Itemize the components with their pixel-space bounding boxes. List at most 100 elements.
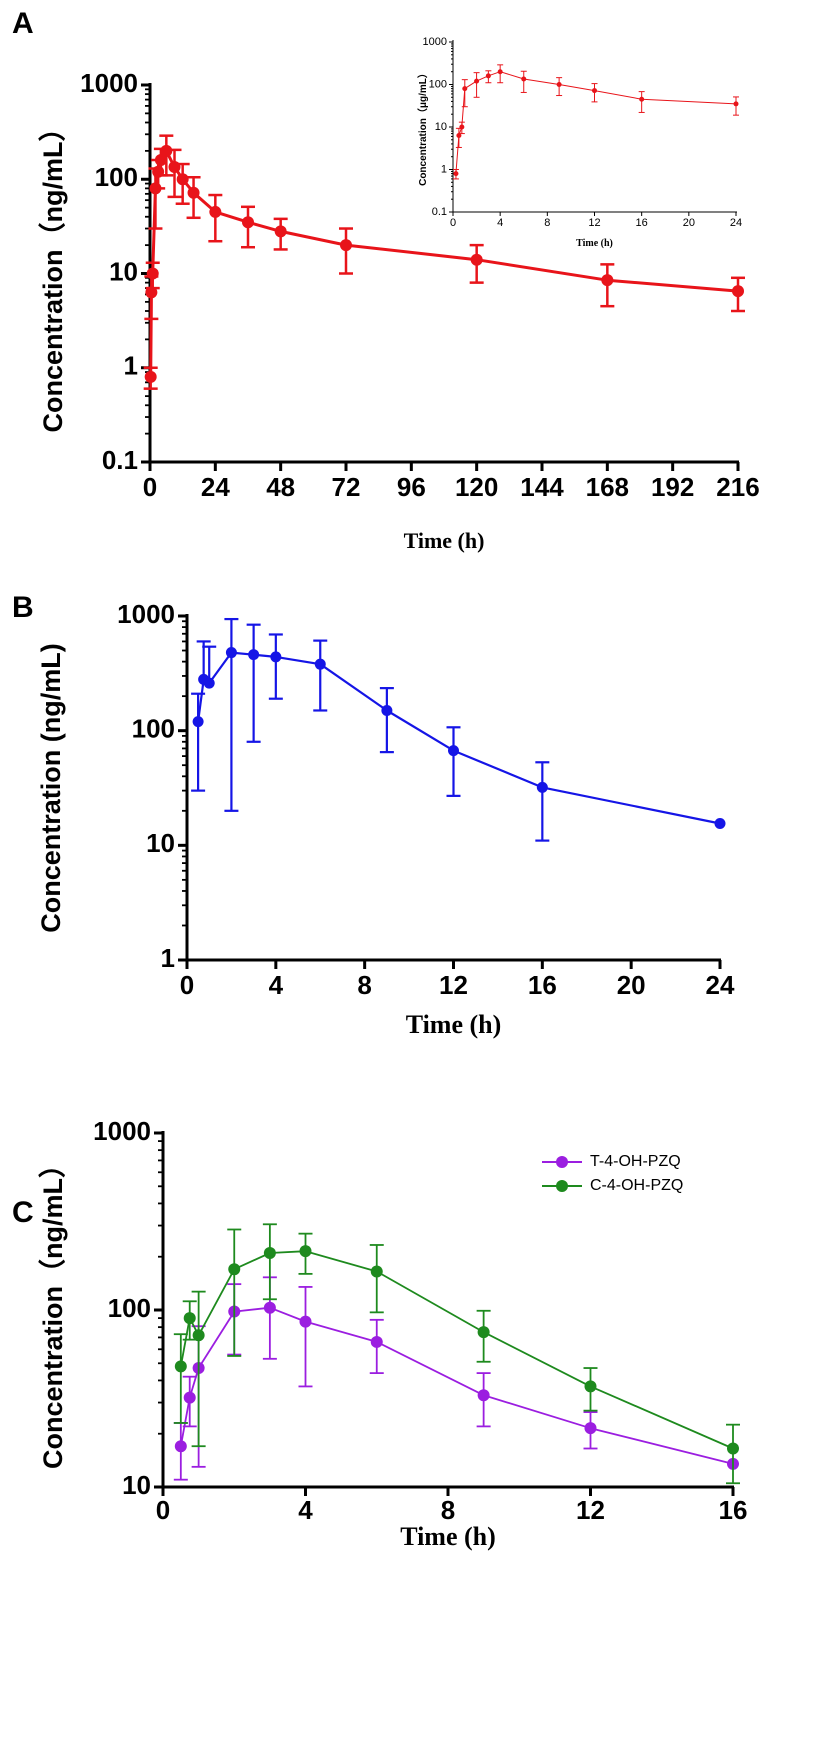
x-tick-label: 16 bbox=[719, 1495, 748, 1525]
data-point bbox=[536, 781, 548, 793]
series-line bbox=[149, 149, 739, 377]
series-line bbox=[179, 1306, 734, 1465]
data-point bbox=[146, 267, 159, 280]
data-point bbox=[470, 253, 483, 266]
x-tick-label: 20 bbox=[683, 217, 695, 229]
series-1 bbox=[191, 617, 726, 842]
data-point bbox=[299, 1315, 312, 1328]
data-point bbox=[453, 171, 459, 177]
x-tick-label: 24 bbox=[706, 970, 735, 1000]
data-point bbox=[714, 818, 726, 830]
legend-label: T-4-OH-PZQ bbox=[590, 1153, 681, 1170]
legend-label: C-4-OH-PZQ bbox=[590, 1177, 683, 1194]
data-point bbox=[584, 1380, 597, 1393]
data-point bbox=[242, 216, 254, 229]
x-tick-label: 216 bbox=[716, 472, 759, 502]
panel-label-a: A bbox=[12, 7, 34, 40]
x-tick-label: 96 bbox=[397, 472, 426, 502]
y-tick-label: 100 bbox=[108, 1293, 151, 1323]
data-point bbox=[263, 1301, 276, 1314]
data-point bbox=[592, 88, 597, 94]
data-point bbox=[462, 86, 468, 92]
chart-panel-b: 1 10 100 1000 0 4 8 12 16 20 24 Concentration (ng/m… bbox=[36, 599, 735, 1039]
data-point bbox=[270, 651, 282, 663]
data-point bbox=[187, 186, 200, 199]
x-tick-label: 12 bbox=[588, 217, 600, 229]
data-point bbox=[474, 78, 480, 84]
data-point bbox=[485, 73, 491, 79]
x-tick-label: 4 bbox=[298, 1495, 313, 1525]
y-tick-label: 1 bbox=[161, 943, 175, 973]
data-point bbox=[176, 173, 189, 186]
y-tick-label: 1000 bbox=[93, 1116, 151, 1146]
data-point bbox=[733, 101, 739, 107]
data-point bbox=[248, 649, 260, 661]
x-tick-label: 8 bbox=[441, 1495, 455, 1525]
data-point bbox=[639, 96, 645, 102]
y-tick-label: 0.1 bbox=[432, 206, 447, 218]
data-point bbox=[183, 1391, 196, 1404]
x-tick-label: 16 bbox=[636, 217, 648, 229]
x-tick-label: 8 bbox=[357, 970, 371, 1000]
legend-marker bbox=[556, 1180, 568, 1192]
x-tick-label: 0 bbox=[143, 472, 157, 502]
x-tick-label: 24 bbox=[201, 472, 230, 502]
data-point bbox=[192, 716, 204, 728]
x-tick-label: 0 bbox=[156, 1495, 170, 1525]
data-point bbox=[144, 370, 157, 383]
data-point bbox=[228, 1263, 241, 1276]
data-point bbox=[732, 285, 744, 298]
x-tick-label: 144 bbox=[520, 472, 564, 502]
x-tick-label: 16 bbox=[528, 970, 557, 1000]
data-point bbox=[192, 1329, 205, 1342]
x-axis-label: Time (h) bbox=[400, 1522, 496, 1551]
y-tick-label: 10 bbox=[435, 121, 447, 133]
data-point bbox=[370, 1335, 383, 1348]
data-point bbox=[497, 69, 503, 75]
data-point bbox=[370, 1265, 383, 1278]
y-tick-label: 1000 bbox=[117, 599, 175, 629]
x-tick-label: 8 bbox=[544, 217, 550, 229]
data-point bbox=[225, 647, 237, 659]
y-tick-label: 1000 bbox=[80, 68, 138, 98]
data-point bbox=[154, 154, 167, 167]
data-point bbox=[459, 124, 465, 130]
data-point bbox=[152, 165, 165, 178]
x-tick-label: 48 bbox=[266, 472, 295, 502]
data-point bbox=[521, 76, 527, 82]
x-tick-label: 12 bbox=[576, 1495, 605, 1525]
x-tick-label: 120 bbox=[455, 472, 498, 502]
y-axis-label: Concentration（ng/mL） bbox=[38, 1151, 68, 1469]
x-tick-label: 20 bbox=[617, 970, 646, 1000]
x-tick-label: 72 bbox=[332, 472, 361, 502]
series-2 bbox=[173, 1223, 740, 1485]
data-point bbox=[584, 1422, 597, 1435]
x-axis-label: Time (h) bbox=[404, 528, 485, 553]
series-1 bbox=[143, 134, 745, 390]
x-tick-label: 4 bbox=[269, 970, 284, 1000]
x-tick-label: 168 bbox=[586, 472, 629, 502]
y-axis-label: Concentration (ng/mL) bbox=[36, 643, 66, 932]
data-point bbox=[601, 274, 614, 287]
data-point bbox=[149, 182, 162, 195]
y-axis-label: Concentration（μg/mL） bbox=[416, 68, 429, 186]
data-point bbox=[174, 1360, 187, 1373]
data-point bbox=[477, 1389, 490, 1402]
data-point bbox=[727, 1442, 739, 1455]
legend-marker bbox=[556, 1156, 568, 1168]
x-axis-label: Time (h) bbox=[576, 238, 613, 249]
data-point bbox=[209, 205, 222, 218]
y-tick-label: 0.1 bbox=[102, 445, 138, 475]
data-point bbox=[381, 704, 393, 716]
panel-label-b: B bbox=[12, 591, 34, 624]
y-tick-label: 100 bbox=[132, 714, 175, 744]
chart-panel-c: 10 100 1000 0 4 8 12 16 Concentration（ng/mL） Time… bbox=[38, 1116, 747, 1551]
data-point bbox=[448, 745, 459, 757]
chart-panel-a-inset: 0.1 1 10 100 1000 0 4 8 12 16 20 24 Concentration（μg… bbox=[416, 36, 742, 249]
y-tick-label: 10 bbox=[122, 1470, 151, 1500]
series-line bbox=[455, 71, 737, 174]
data-point bbox=[174, 1440, 187, 1453]
data-point bbox=[340, 239, 352, 252]
x-tick-label: 0 bbox=[450, 217, 456, 229]
